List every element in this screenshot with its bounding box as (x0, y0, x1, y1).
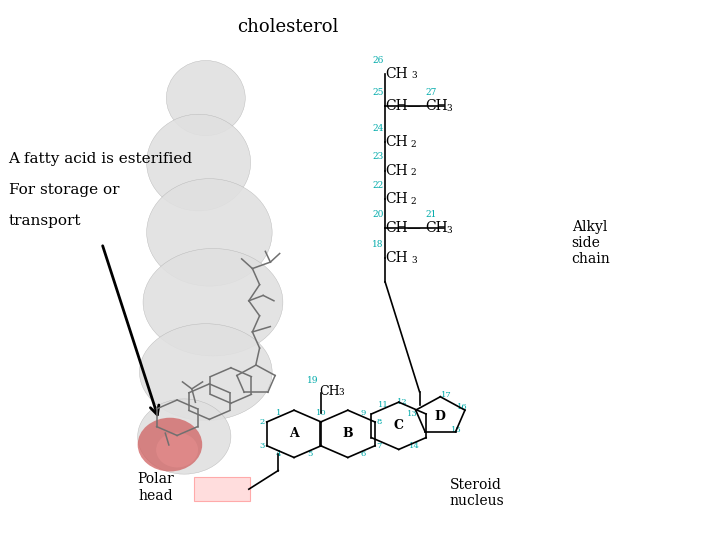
Text: 3: 3 (411, 71, 417, 80)
Text: 26: 26 (372, 56, 384, 65)
Text: 25: 25 (372, 88, 384, 97)
Text: 1: 1 (276, 409, 281, 417)
Text: 18: 18 (372, 240, 384, 249)
Text: 3: 3 (447, 104, 452, 113)
Text: CH: CH (426, 99, 448, 113)
Text: CH: CH (385, 164, 408, 178)
Text: 20: 20 (372, 210, 384, 219)
Text: 14: 14 (409, 442, 420, 450)
Text: 21: 21 (426, 210, 436, 219)
Text: A fatty acid is esterified: A fatty acid is esterified (9, 152, 193, 166)
Text: 17: 17 (441, 391, 452, 399)
Text: Polar
head: Polar head (138, 472, 174, 503)
Ellipse shape (140, 323, 272, 421)
Ellipse shape (138, 418, 202, 471)
Text: For storage or: For storage or (9, 183, 119, 197)
Text: CH: CH (385, 99, 408, 113)
Ellipse shape (143, 248, 283, 356)
Text: —: — (407, 99, 420, 113)
Text: HO: HO (209, 481, 239, 498)
Text: 8: 8 (377, 418, 382, 426)
Text: D: D (435, 410, 446, 423)
Text: 5: 5 (307, 450, 312, 458)
Text: 16: 16 (457, 403, 468, 410)
Text: —: — (407, 221, 420, 235)
Text: CH: CH (385, 135, 408, 149)
Text: C: C (394, 419, 404, 433)
Text: 24: 24 (372, 124, 384, 133)
FancyBboxPatch shape (194, 477, 251, 501)
Text: 7: 7 (377, 442, 382, 450)
Text: CH: CH (320, 386, 340, 399)
Text: 12: 12 (397, 398, 408, 406)
Ellipse shape (147, 114, 251, 211)
Text: 2: 2 (411, 139, 417, 148)
Text: CH: CH (385, 192, 408, 206)
Text: CH: CH (426, 221, 448, 235)
Text: 23: 23 (372, 152, 384, 161)
Text: 13: 13 (407, 410, 418, 418)
Ellipse shape (147, 179, 272, 286)
Text: Alkyl
side
chain: Alkyl side chain (572, 220, 611, 266)
Ellipse shape (138, 399, 231, 474)
Text: 19: 19 (307, 376, 319, 385)
Text: Steroid
nucleus: Steroid nucleus (450, 478, 505, 508)
Ellipse shape (166, 60, 246, 136)
Text: 3: 3 (447, 226, 452, 234)
Text: 2: 2 (411, 168, 417, 177)
Text: 3: 3 (411, 255, 417, 265)
Text: 22: 22 (372, 181, 384, 190)
Text: CH: CH (385, 251, 408, 265)
Text: CH: CH (385, 221, 408, 235)
Text: 2: 2 (411, 197, 417, 206)
Ellipse shape (156, 433, 198, 468)
Text: 2: 2 (260, 418, 265, 426)
Text: cholesterol: cholesterol (238, 17, 339, 36)
Text: 10: 10 (315, 409, 326, 417)
Text: A: A (289, 427, 299, 440)
Text: CH: CH (385, 67, 408, 81)
Text: B: B (343, 427, 353, 440)
Text: 6: 6 (361, 450, 366, 458)
Text: 3: 3 (260, 442, 265, 450)
Text: 27: 27 (426, 88, 436, 97)
Text: 9: 9 (361, 409, 366, 417)
Text: 15: 15 (451, 426, 462, 434)
Text: 3: 3 (339, 388, 344, 397)
Text: transport: transport (9, 214, 81, 228)
Text: 4: 4 (276, 450, 281, 458)
Text: 11: 11 (377, 401, 388, 409)
